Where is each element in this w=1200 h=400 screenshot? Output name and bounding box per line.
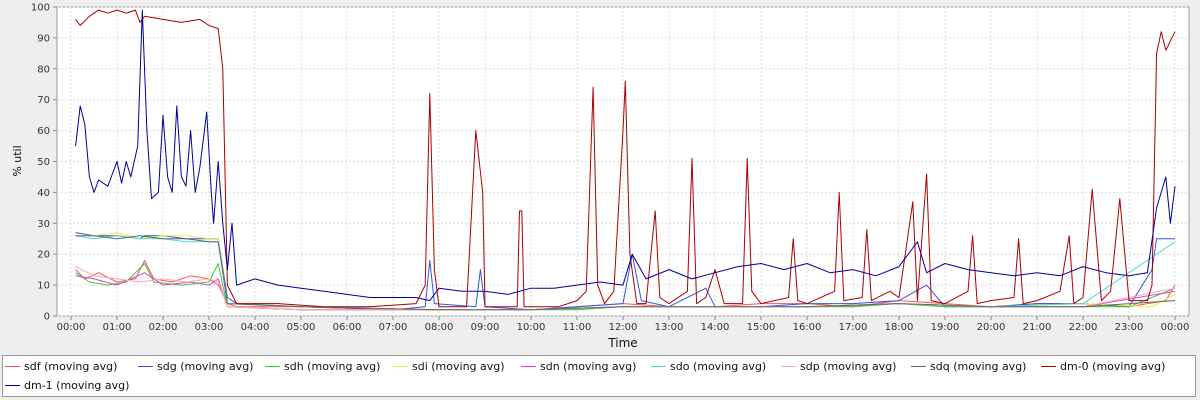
series-layer [75, 9, 1176, 311]
legend-swatch [265, 365, 280, 367]
x-tick-label: 06:00 [333, 322, 362, 333]
x-tick-label: 00:00 [57, 322, 86, 333]
y-axis: 0 10 20 30 40 50 60 70 80 90 100 [31, 3, 57, 323]
legend-item-sdo: sdo (moving avg) [651, 357, 766, 375]
legend-item-dm-0: dm-0 (moving avg) [1041, 357, 1165, 375]
legend: sdf (moving avg) sdg (moving avg) sdh (mov… [2, 355, 1196, 397]
legend-label: sdp (moving avg) [800, 359, 897, 373]
legend-swatch [781, 365, 796, 367]
legend-label: dm-0 (moving avg) [1060, 359, 1166, 373]
x-tick-label: 07:00 [379, 322, 408, 333]
x-tick-label: 21:00 [1023, 322, 1052, 333]
x-tick-label: 10:00 [517, 322, 546, 333]
x-tick-label: 03:00 [195, 322, 224, 333]
legend-item-sdp: sdp (moving avg) [781, 357, 896, 375]
legend-swatch [1041, 365, 1056, 367]
x-tick-label: 11:00 [563, 322, 592, 333]
x-axis-label: Time [607, 336, 637, 350]
legend-swatch [5, 365, 20, 367]
y-tick-label: 100 [31, 3, 50, 14]
series-line-dm-1 [75, 9, 1176, 302]
legend-item-dm-1: dm-1 (moving avg) [5, 376, 129, 394]
y-tick-label: 0 [44, 312, 50, 323]
x-tick-label: 12:00 [609, 322, 638, 333]
legend-item-sdi: sdi (moving avg) [393, 357, 505, 375]
y-tick-label: 10 [37, 281, 50, 292]
legend-swatch [911, 365, 926, 367]
x-tick-label: 15:00 [747, 322, 776, 333]
x-tick-label: 08:00 [425, 322, 454, 333]
x-tick-label: 09:00 [471, 322, 500, 333]
legend-label: sdo (moving avg) [670, 359, 767, 373]
legend-swatch [521, 365, 536, 367]
legend-swatch [393, 365, 408, 367]
legend-label: sdn (moving avg) [540, 359, 637, 373]
y-tick-label: 30 [37, 219, 50, 230]
x-tick-label: 16:00 [793, 322, 822, 333]
legend-label: sdi (moving avg) [412, 359, 505, 373]
x-tick-label: 04:00 [241, 322, 270, 333]
legend-swatch [138, 365, 153, 367]
x-tick-label: 17:00 [839, 322, 868, 333]
x-tick-label: 13:00 [655, 322, 684, 333]
x-tick-label: 23:00 [1115, 322, 1144, 333]
x-tick-label: 22:00 [1069, 322, 1098, 333]
legend-item-sdg: sdg (moving avg) [138, 357, 253, 375]
x-tick-label: 01:00 [103, 322, 132, 333]
y-tick-label: 90 [37, 33, 50, 44]
legend-label: sdf (moving avg) [24, 359, 118, 373]
y-tick-label: 60 [37, 126, 50, 137]
legend-item-sdh: sdh (moving avg) [265, 357, 380, 375]
legend-label: dm-1 (moving avg) [24, 378, 130, 392]
x-tick-label: 19:00 [931, 322, 960, 333]
legend-swatch [5, 384, 20, 386]
legend-swatch [651, 365, 666, 367]
chart-svg: 0 10 20 30 40 50 60 70 80 90 100 00:00 01:00 02:00 03… [11, 3, 1190, 350]
legend-item-sdn: sdn (moving avg) [521, 357, 636, 375]
legend-label: sdh (moving avg) [284, 359, 381, 373]
legend-label: sdg (moving avg) [157, 359, 254, 373]
y-tick-label: 70 [37, 95, 50, 106]
legend-label: sdq (moving avg) [930, 359, 1027, 373]
y-tick-label: 40 [37, 188, 50, 199]
x-tick-label: 14:00 [701, 322, 730, 333]
x-tick-label: 00:00 [1161, 322, 1190, 333]
x-tick-label: 18:00 [885, 322, 914, 333]
x-tick-label: 20:00 [977, 322, 1006, 333]
series-line-dm-0 [75, 9, 1176, 308]
legend-item-sdq: sdq (moving avg) [911, 357, 1026, 375]
x-tick-label: 05:00 [287, 322, 316, 333]
y-tick-label: 20 [37, 250, 50, 261]
y-tick-label: 50 [37, 157, 50, 168]
legend-item-sdf: sdf (moving avg) [5, 357, 117, 375]
x-tick-label: 02:00 [149, 322, 178, 333]
y-tick-label: 80 [37, 64, 50, 75]
y-axis-label: % util [11, 145, 24, 176]
series-line-sdq [75, 235, 1176, 311]
x-axis: 00:00 01:00 02:00 03:00 04:00 05:00 06:00 07:00… [57, 316, 1190, 333]
